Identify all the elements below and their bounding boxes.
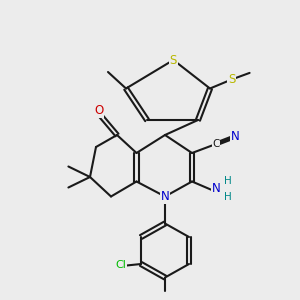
Text: Cl: Cl [115,260,126,271]
Text: N: N [212,182,220,196]
Text: C: C [212,139,220,149]
Text: N: N [160,190,169,203]
Text: H: H [224,191,232,202]
Text: N: N [231,130,240,143]
Text: S: S [228,73,235,86]
Text: S: S [170,53,177,67]
Text: O: O [94,104,103,118]
Text: H: H [224,176,232,187]
